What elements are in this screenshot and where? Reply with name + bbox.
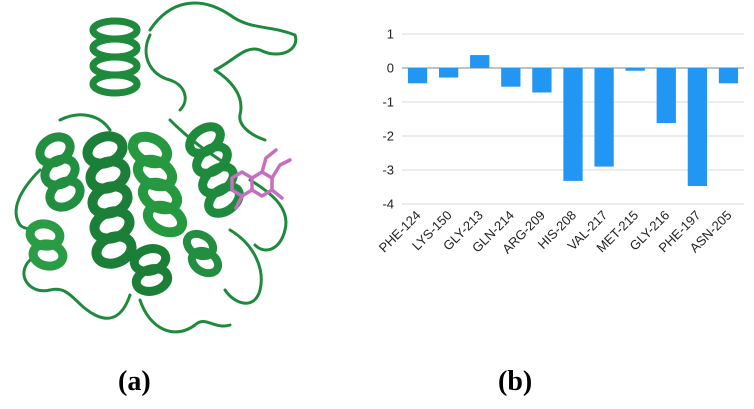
bar-chart: 1 0 -1 -2 -3 -4 PHE-124LYS-150GLY-213GLN-214A…: [376, 27, 744, 257]
y-tick-label: -2: [382, 129, 394, 144]
protein-helix: [25, 219, 68, 271]
protein-loop: [148, 1, 298, 72]
protein-helix: [35, 132, 85, 212]
protein-loop: [22, 258, 132, 320]
bar-gly-216: [656, 68, 676, 124]
protein-loop: [144, 33, 187, 112]
x-axis: PHE-124LYS-150GLY-213GLN-214ARG-209HIS-2…: [376, 208, 735, 257]
protein-loop: [223, 228, 263, 305]
y-axis: 1 0 -1 -2 -3 -4: [382, 27, 394, 212]
y-tick-label: -1: [382, 95, 394, 110]
bar-asn-205: [718, 68, 739, 84]
protein-helix: [182, 229, 223, 278]
protein-loop: [138, 298, 232, 334]
protein-helix: [129, 244, 173, 296]
protein-loop: [213, 68, 267, 142]
bar-lys-150: [438, 68, 459, 78]
ligand: [230, 148, 292, 210]
y-tick-label: -4: [382, 197, 394, 212]
y-tick-label: 1: [387, 27, 394, 42]
bar-phe-124: [407, 68, 428, 84]
bar-val-217: [594, 68, 614, 167]
protein-structure-image: [14, 1, 298, 334]
bar-phe-197: [687, 68, 708, 186]
protein-loop: [58, 113, 112, 132]
protein-helix: [127, 131, 188, 238]
bars: [407, 55, 739, 186]
protein-helix: [82, 131, 137, 269]
y-tick-label: -3: [382, 163, 394, 178]
panel-label-a: (a): [118, 366, 151, 397]
protein-helix: [185, 122, 244, 218]
panel-label-b: (b): [498, 366, 533, 397]
bar-arg-209: [532, 68, 552, 93]
y-tick-label: 0: [387, 61, 394, 76]
bar-gly-213: [470, 55, 490, 68]
bar-met-215: [625, 68, 645, 71]
bar-his-208: [563, 68, 583, 181]
protein-loop: [168, 118, 222, 162]
protein-helix: [89, 17, 141, 97]
bar-gln-214: [501, 68, 521, 87]
